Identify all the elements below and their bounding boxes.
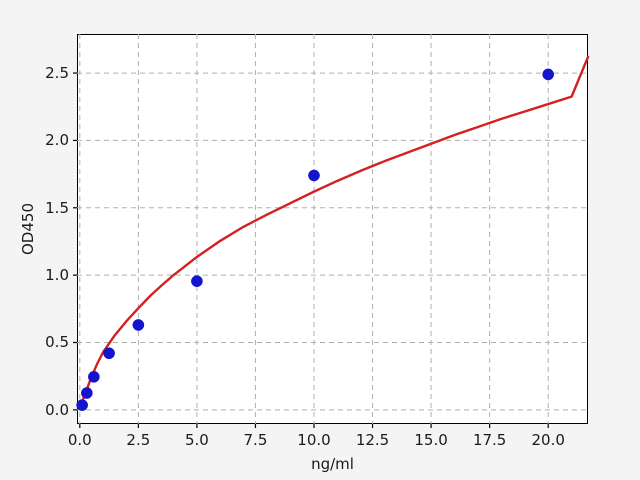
gridlines-vertical <box>79 34 549 424</box>
tick-marks-x <box>79 424 549 428</box>
gridlines-horizontal <box>77 72 588 411</box>
y-tick-label: 1.0 <box>45 266 69 285</box>
plot-area <box>77 34 588 424</box>
x-tick-label: 17.5 <box>472 431 507 449</box>
y-axis-title: OD450 <box>19 203 37 255</box>
x-tick-label: 7.5 <box>243 431 268 449</box>
fitted-curve <box>78 55 590 410</box>
x-tick-label: 12.5 <box>355 431 390 449</box>
x-tick-label: 5.0 <box>184 431 209 449</box>
y-tick-label: 0.0 <box>45 400 69 419</box>
x-axis-title: ng/ml <box>311 455 354 473</box>
data-points <box>76 68 555 411</box>
x-tick-label: 2.5 <box>126 431 151 449</box>
y-tick-label: 2.5 <box>45 64 69 83</box>
x-tick-label: 20.0 <box>531 431 565 449</box>
y-tick-label: 1.5 <box>45 198 69 217</box>
x-tick-label: 10.0 <box>297 431 331 449</box>
x-tick-label: 0.0 <box>67 431 92 449</box>
y-tick-label: 0.5 <box>45 333 69 352</box>
x-tick-label: 15.0 <box>414 431 448 449</box>
y-tick-label: 2.0 <box>45 131 69 150</box>
tick-marks-y <box>73 72 77 411</box>
